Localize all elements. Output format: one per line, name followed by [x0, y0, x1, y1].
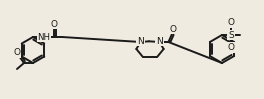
Text: O: O: [170, 24, 177, 33]
Text: S: S: [228, 30, 234, 40]
Text: O: O: [50, 20, 58, 29]
Text: N: N: [156, 37, 163, 46]
Text: N: N: [137, 37, 144, 46]
Text: NH: NH: [37, 32, 50, 41]
Text: O: O: [228, 43, 234, 52]
Text: O: O: [228, 18, 234, 27]
Text: O: O: [13, 48, 20, 57]
